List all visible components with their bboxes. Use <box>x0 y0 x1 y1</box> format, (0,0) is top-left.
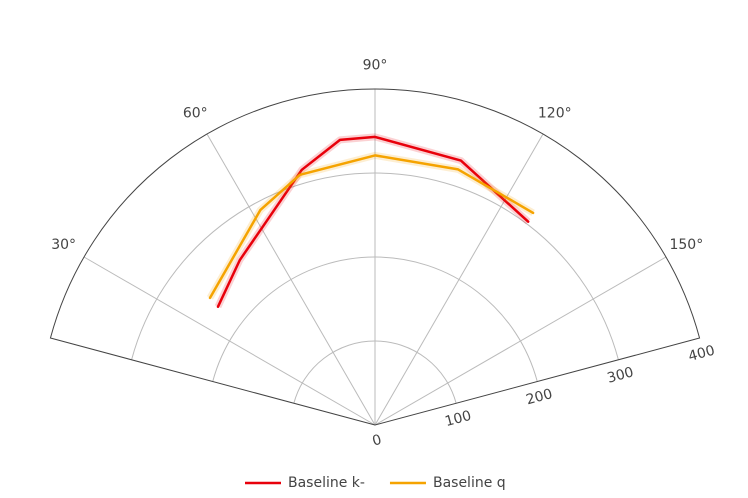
r-tick-label: 0 <box>371 432 384 450</box>
polar-frame <box>49 88 701 426</box>
r-tick-label: 200 <box>524 386 554 408</box>
series-band <box>214 133 531 309</box>
r-tick-label: 300 <box>606 364 636 386</box>
grid-spoke <box>206 133 376 426</box>
grid-spoke <box>374 133 544 426</box>
r-tick-label: 400 <box>687 343 717 365</box>
theta-tick-label: 120° <box>538 106 572 122</box>
series-band <box>206 151 535 300</box>
r-tick-label: 100 <box>443 408 473 430</box>
grid-spoke <box>83 256 376 426</box>
theta-tick-label: 150° <box>669 237 703 253</box>
theta-tick-label: 60° <box>183 106 208 122</box>
theta-tick-label: 90° <box>363 57 388 73</box>
legend-label: Baseline q <box>433 475 506 491</box>
legend-label: Baseline k- <box>288 475 365 491</box>
series-line <box>216 135 530 308</box>
grid-spoke <box>374 256 667 426</box>
theta-tick-label: 30° <box>51 237 76 253</box>
legend: Baseline k- Baseline q <box>245 475 506 491</box>
series-line <box>208 154 535 300</box>
